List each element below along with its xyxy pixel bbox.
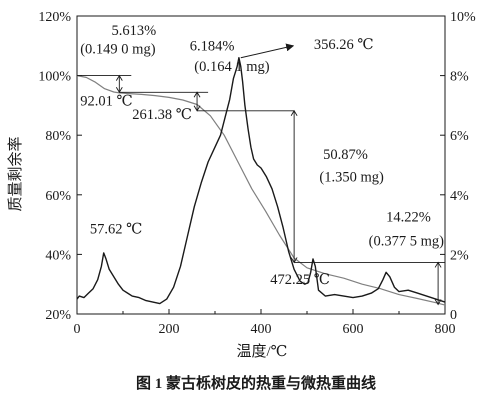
step2-arrow-up — [193, 91, 201, 98]
dtg-curve — [76, 57, 446, 305]
annotation-label: 57.62 ℃ — [90, 222, 142, 238]
y-left-tick-label: 80% — [45, 129, 71, 144]
y-right-tick-label: 10% — [450, 10, 476, 25]
y-left-tick-label: 60% — [45, 189, 71, 204]
step3-arrow-up — [290, 109, 298, 116]
y-left-tick-label: 120% — [38, 10, 71, 25]
y-left-tick-label: 40% — [45, 248, 71, 263]
y-right-tick-label: 0 — [450, 308, 457, 323]
y-right-tick-label: 8% — [450, 70, 469, 85]
step1-arrow-up — [115, 74, 123, 81]
annotation-label: 6.184% — [190, 38, 235, 54]
x-tick-label: 400 — [251, 322, 272, 337]
step4-arrow-down — [434, 299, 442, 306]
y-right-tick-label: 6% — [450, 129, 469, 144]
y-left-tick-label: 20% — [45, 308, 71, 323]
annotation-layer: 5.613% (0.149 0 mg) 6.184% (0.164 1 mg) 356.… — [77, 23, 445, 306]
step4-arrow-up — [434, 261, 442, 268]
y-right-tick-label: 2% — [450, 248, 469, 263]
x-tick-label: 200 — [159, 322, 180, 337]
series-layer — [76, 57, 446, 306]
annotation-label: 50.87% — [323, 147, 368, 163]
y-right-tick-label: 4% — [450, 189, 469, 204]
annotation-label: (1.350 mg) — [319, 169, 384, 185]
annotation-label: (0.377 5 mg) — [369, 233, 444, 249]
annotation-label: 356.26 ℃ — [314, 37, 374, 53]
annotation-label: 92.01 ℃ — [80, 93, 132, 109]
figure-caption: 图 1 蒙古栎树皮的热重与微热重曲线 — [136, 374, 376, 392]
peak-arrow — [240, 43, 295, 59]
x-tick-label: 0 — [74, 322, 81, 337]
x-tick-label: 800 — [435, 322, 456, 337]
annotation-label: (0.164 1 mg) — [194, 59, 269, 75]
x-axis-title: 温度/℃ — [237, 343, 288, 360]
tg-curve — [76, 75, 446, 306]
y-left-tick-label: 100% — [38, 70, 71, 85]
annotation-label: 472.25 ℃ — [270, 272, 330, 288]
annotation-label: 261.38 ℃ — [132, 107, 192, 123]
x-tick-label: 600 — [343, 322, 364, 337]
annotation-label: 5.613% — [112, 23, 157, 39]
y-axis-title-left: 质量剩余率 — [6, 136, 24, 211]
annotation-label: 14.22% — [386, 210, 431, 226]
axes: 0 200 400 600 800 20% 40% 60% 80% 100% 120% 0 2% 4% 6%… — [38, 10, 476, 337]
annotation-label: (0.149 0 mg) — [80, 41, 155, 57]
